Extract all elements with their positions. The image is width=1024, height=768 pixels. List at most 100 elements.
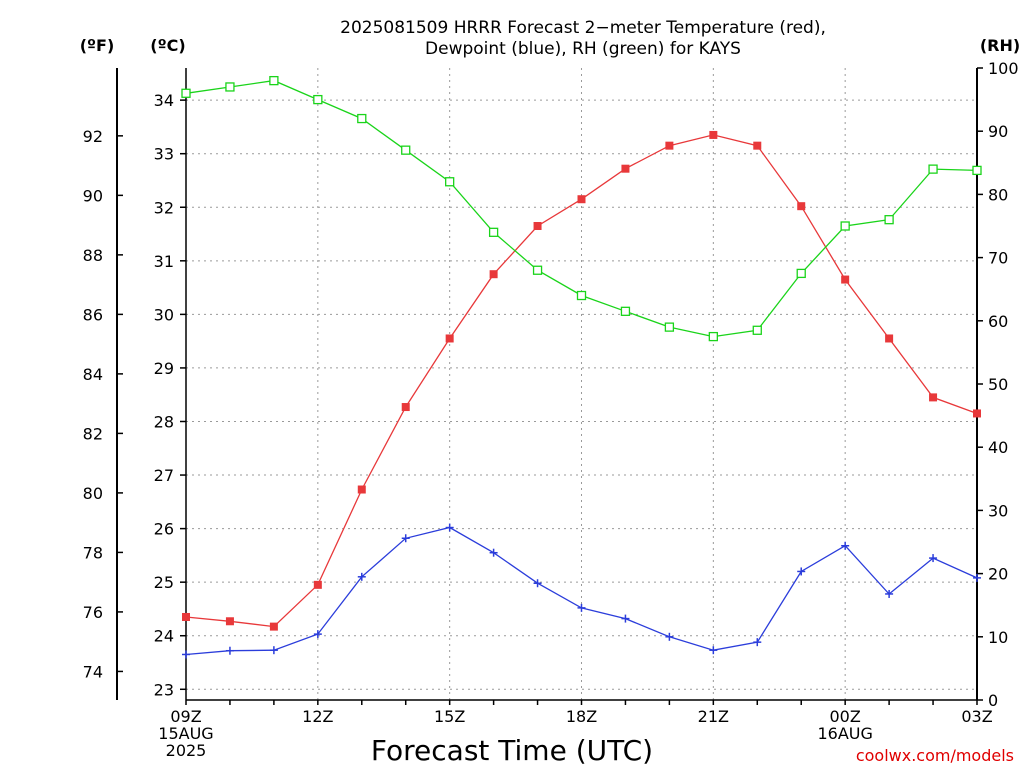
celsius-tick-label: 26 [154, 520, 174, 539]
rh-point [664, 322, 675, 332]
celsius-tick-label: 23 [154, 680, 174, 699]
rh-point [884, 215, 894, 225]
rh-point [313, 94, 323, 105]
celsius-tick-label: 27 [154, 466, 174, 485]
rh-point [488, 227, 499, 237]
time-tick-label: 12Z [302, 707, 333, 726]
series [181, 75, 982, 659]
celsius-tick-label: 30 [154, 305, 174, 324]
rh-tick-label: 70 [988, 249, 1008, 268]
fahrenheit-tick-label: 88 [83, 246, 103, 265]
rh-point [181, 88, 191, 98]
dewpoint-point [753, 638, 762, 647]
temperature-point [753, 141, 762, 150]
fahrenheit-tick-label: 84 [83, 365, 103, 384]
temperature-point [225, 617, 234, 626]
chart-title-line-2: Dewpoint (blue), RH (green) for KAYS [425, 39, 741, 59]
fahrenheit-axis: 74 76 78 80 82 84 86 88 90 92 [83, 127, 123, 681]
celsius-tick-label: 34 [154, 91, 174, 110]
credit-text: coolwx.com/models [856, 746, 1014, 765]
rh-tick-label: 20 [988, 565, 1008, 584]
rh-point [269, 75, 279, 86]
dewpoint-point [269, 646, 278, 655]
dewpoint-point [401, 534, 410, 543]
series-rh [181, 75, 982, 342]
temperature-point [313, 580, 322, 589]
dewpoint-point [665, 632, 674, 641]
fahrenheit-tick-label: 86 [83, 305, 103, 324]
dewpoint-point [797, 567, 806, 576]
celsius-tick-label: 31 [154, 252, 174, 271]
chart-title-line-1: 2025081509 HRRR Forecast 2−meter Tempera… [340, 18, 826, 38]
dewpoint-point [577, 603, 586, 612]
rh-point [708, 331, 718, 342]
time-tick-label: 21Z [698, 707, 729, 726]
fahrenheit-tick-label: 82 [83, 424, 103, 443]
rh-tick-label: 40 [988, 438, 1008, 457]
celsius-tick-label: 24 [154, 627, 174, 646]
temperature-point [577, 195, 586, 204]
temperature-point [841, 275, 850, 284]
fahrenheit-tick-label: 92 [83, 127, 103, 146]
rh-tick-label: 100 [988, 59, 1019, 78]
celsius-unit-label: (ºC) [150, 36, 185, 55]
temperature-point [665, 141, 674, 150]
rh-unit-label: (RH) [980, 36, 1020, 55]
temperature-point [973, 409, 981, 418]
temperature-point [182, 612, 190, 621]
rh-point [796, 268, 806, 279]
temperature-point [797, 202, 806, 211]
fahrenheit-tick-label: 78 [83, 543, 103, 562]
temperature-point [489, 270, 498, 279]
dewpoint-point [313, 630, 322, 639]
temperature-point [401, 403, 410, 412]
temperature-point [269, 622, 278, 631]
time-tick-label: 2025 [166, 741, 207, 760]
temperature-point [885, 334, 894, 343]
celsius-axis: 23 24 25 26 27 28 29 30 31 32 33 34 [154, 91, 186, 699]
dewpoint-point [182, 650, 190, 659]
rh-point [225, 82, 235, 92]
temperature-point [709, 130, 718, 139]
fahrenheit-tick-label: 76 [83, 603, 103, 622]
dewpoint-point [533, 579, 542, 588]
rh-tick-label: 50 [988, 375, 1008, 394]
fahrenheit-tick-label: 90 [83, 186, 103, 205]
x-axis-title: Forecast Time (UTC) [371, 734, 653, 767]
rh-tick-label: 90 [988, 122, 1008, 141]
fahrenheit-unit-label: (ºF) [80, 36, 115, 55]
temperature-point [533, 222, 542, 230]
rh-point [532, 265, 543, 275]
fahrenheit-tick-label: 80 [83, 484, 103, 503]
rh-point [620, 306, 631, 316]
time-tick-label: 16AUG [817, 724, 872, 743]
celsius-tick-label: 25 [154, 573, 174, 592]
chart-title: 2025081509 HRRR Forecast 2−meter Tempera… [340, 18, 826, 59]
celsius-tick-label: 28 [154, 412, 174, 431]
time-tick-label: 15AUG [158, 724, 213, 743]
celsius-tick-label: 33 [154, 145, 174, 164]
temperature-point [445, 334, 454, 343]
dewpoint-point [973, 573, 981, 582]
rh-tick-label: 30 [988, 501, 1008, 520]
rh-tick-label: 60 [988, 312, 1008, 331]
series-temperature [182, 130, 981, 631]
time-tick-label: 15Z [434, 707, 465, 726]
dewpoint-point [621, 614, 630, 623]
dewpoint-point [841, 541, 850, 550]
rh-tick-label: 80 [988, 185, 1008, 204]
temperature-point [357, 485, 366, 494]
rh-point [445, 177, 455, 187]
dewpoint-point [885, 589, 894, 598]
dewpoint-point [929, 554, 938, 563]
celsius-tick-label: 29 [154, 359, 174, 378]
dewpoint-point [357, 572, 366, 581]
rh-point [972, 165, 982, 176]
rh-tick-label: 10 [988, 628, 1008, 647]
rh-point [401, 145, 411, 155]
axes [116, 68, 978, 701]
rh-point [752, 325, 762, 335]
dewpoint-point [445, 523, 454, 532]
